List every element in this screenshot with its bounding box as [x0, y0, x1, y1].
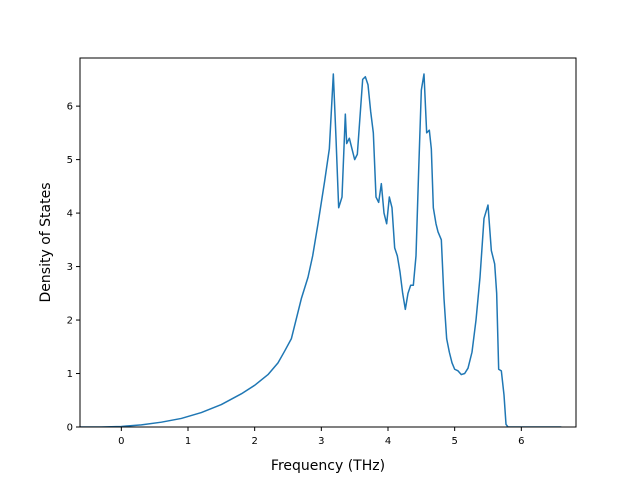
dos-line — [80, 73, 562, 427]
axes-frame — [79, 57, 577, 428]
y-axis-label: Density of States — [38, 183, 54, 303]
y-tick-label: 3 — [67, 262, 73, 273]
y-tick-label: 5 — [67, 155, 73, 166]
axis-ticks: 0 1 2 3 4 5 6 0 1 2 3 4 5 6 — [67, 102, 525, 447]
x-tick-label: 6 — [518, 436, 524, 447]
x-axis-label: Frequency (THz) — [271, 458, 385, 474]
plot-area — [80, 73, 562, 427]
x-tick-label: 2 — [251, 436, 257, 447]
y-tick-label: 4 — [67, 209, 73, 220]
x-tick-label: 0 — [118, 436, 124, 447]
y-tick-label: 6 — [67, 102, 73, 113]
x-tick-label: 5 — [451, 436, 457, 447]
y-tick-label: 0 — [67, 423, 73, 434]
x-tick-label: 4 — [385, 436, 391, 447]
y-tick-label: 2 — [67, 316, 73, 327]
x-tick-label: 1 — [185, 436, 191, 447]
y-tick-label: 1 — [67, 369, 73, 380]
x-tick-label: 3 — [318, 436, 324, 447]
